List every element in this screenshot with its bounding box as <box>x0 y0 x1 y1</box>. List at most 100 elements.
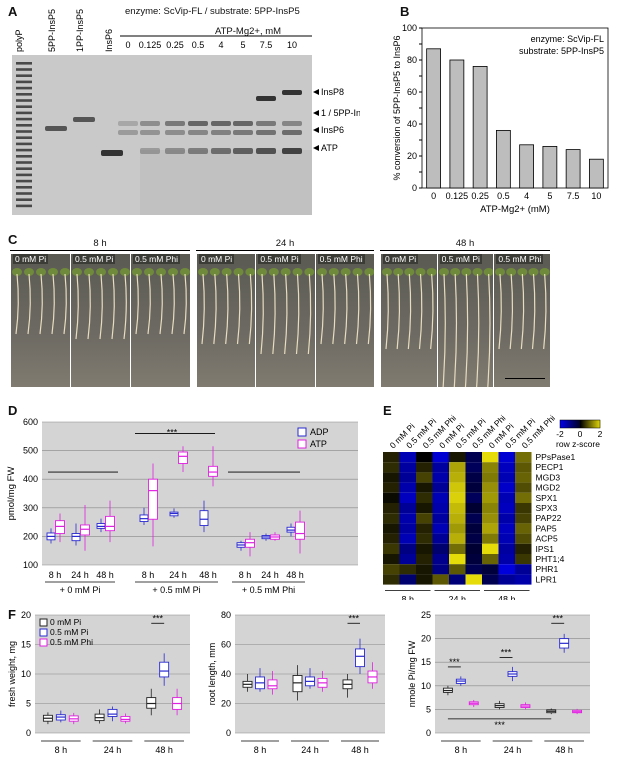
band-pp <box>118 121 138 126</box>
heatmap-cell <box>416 482 433 493</box>
time-label: 48 h <box>155 745 173 755</box>
y-tick-label: 20 <box>421 634 431 644</box>
heatmap-cell <box>399 472 416 483</box>
cotyledon <box>60 268 70 276</box>
heatmap-cell <box>432 554 449 565</box>
time-label: 48 h <box>286 570 304 580</box>
band-arrow <box>313 127 319 133</box>
time-label: 24 h <box>71 570 89 580</box>
cotyledon <box>292 268 303 276</box>
annotation-enzyme: enzyme: ScVip-FL <box>531 34 604 44</box>
heatmap-cell <box>432 513 449 524</box>
root <box>284 273 288 355</box>
cotyledon <box>120 268 130 276</box>
scale-gradient <box>586 420 588 428</box>
root <box>453 273 457 387</box>
heatmap-cell <box>449 472 466 483</box>
scale-label: row z-score <box>556 439 600 449</box>
legend-label: ADP <box>310 427 329 437</box>
heatmap-cell <box>482 482 499 493</box>
y-tick-label: 60 <box>407 87 417 97</box>
heatmap-cell <box>515 554 532 565</box>
heatmap-cell <box>482 462 499 473</box>
root <box>532 273 536 350</box>
heatmap-cell <box>498 533 515 544</box>
condition-label: 0.5 mM Phi <box>317 254 365 264</box>
band-insp8 <box>282 90 302 95</box>
heatmap-cell <box>416 574 433 585</box>
group-label: + 0.5 mM Pi <box>152 585 200 595</box>
heatmap-cell <box>482 513 499 524</box>
heatmap-cell <box>465 543 482 554</box>
group-label: + 0 mM Pi <box>60 585 101 595</box>
atp-box <box>148 478 158 520</box>
panel-e-letter: E <box>383 403 392 418</box>
sig-stars: *** <box>494 720 505 730</box>
scale-gradient <box>568 420 570 428</box>
scale-gradient <box>576 420 578 428</box>
conc-label: 0.125 <box>139 40 162 50</box>
heatmap-cell <box>449 503 466 514</box>
heatmap-cell <box>498 492 515 503</box>
heatmap-cell <box>465 523 482 534</box>
cotyledon <box>72 268 82 276</box>
condition-label: 0 mM Pi <box>383 254 419 264</box>
roots-drawing <box>382 268 437 350</box>
cotyledon <box>404 268 415 276</box>
panel-c-time-line <box>196 250 374 251</box>
ladder-band <box>16 105 32 108</box>
heatmap-cell <box>482 503 499 514</box>
scale-gradient <box>595 420 597 428</box>
scale-gradient <box>572 420 574 428</box>
band-label: InsP6 <box>321 125 344 135</box>
seedling-photo: 0 mM Pi <box>380 253 438 388</box>
heatmap-cell <box>449 564 466 575</box>
cotyledon <box>144 268 154 276</box>
heatmap-cell <box>498 472 515 483</box>
ladder-band <box>16 99 32 102</box>
heatmap-cell <box>482 523 499 534</box>
heatmap-cell <box>399 564 416 575</box>
cotyledon <box>36 268 46 276</box>
legend-label: ATP <box>310 439 327 449</box>
band-label: 1 / 5PP-InsP5 <box>321 108 360 118</box>
y-tick-label: 20 <box>221 699 231 709</box>
root <box>248 273 253 345</box>
heatmap-cell <box>449 462 466 473</box>
y-tick-label: 0 <box>26 728 31 738</box>
y-tick-label: 5 <box>426 704 431 714</box>
band-insp6-lane <box>140 130 160 135</box>
atp-box <box>178 451 188 464</box>
time-label: 24 h <box>301 745 319 755</box>
atp-box <box>295 521 305 540</box>
band-atp <box>282 148 302 154</box>
panel-a-gel: polyP 5PP-InsP5 1PP-InsP5 InsP6 0 0.125 0.25 0.… <box>12 9 360 215</box>
band-atp <box>140 148 160 154</box>
band-label: InsP8 <box>321 87 344 97</box>
heatmap-cell <box>449 543 466 554</box>
series1-box <box>159 661 170 678</box>
time-label: 8 h <box>49 570 62 580</box>
sig-stars: *** <box>348 613 359 623</box>
cotyledon <box>233 268 244 276</box>
heatmap-cell <box>465 462 482 473</box>
heatmap-cell <box>399 513 416 524</box>
scale-gradient <box>597 420 599 428</box>
y-tick-label: 20 <box>21 610 31 620</box>
cotyledon <box>108 268 118 276</box>
scale-gradient <box>590 420 592 428</box>
roots-drawing <box>316 268 374 345</box>
band-pp <box>256 121 276 126</box>
heatmap-cell <box>416 503 433 514</box>
scale-gradient <box>571 420 573 428</box>
heatmap-cell <box>449 513 466 524</box>
panel-e-heatmap: PPsPase1PECP1MGD3MGD2SPX1SPX3PAP22PAP5AC… <box>383 413 603 600</box>
root <box>343 273 348 345</box>
heatmap-cell <box>515 503 532 514</box>
root <box>331 273 336 345</box>
panel-a-atp-label: ATP-Mg2+, mM <box>215 26 282 37</box>
heatmap-cell <box>399 574 416 585</box>
panel-a-letter: A <box>8 4 18 19</box>
time-label: 24 h <box>169 570 187 580</box>
root <box>135 273 139 335</box>
